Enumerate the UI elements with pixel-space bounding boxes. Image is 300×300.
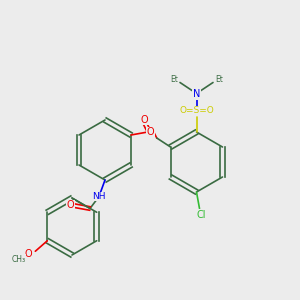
- Text: Cl: Cl: [196, 209, 206, 220]
- Text: O: O: [24, 249, 32, 259]
- Text: O: O: [141, 115, 148, 125]
- Text: N: N: [193, 89, 200, 100]
- Text: NH: NH: [92, 192, 106, 201]
- Text: Et: Et: [170, 75, 178, 84]
- Text: O: O: [147, 127, 154, 137]
- Text: O: O: [67, 200, 74, 211]
- Text: O=S=O: O=S=O: [179, 106, 214, 116]
- Text: Et: Et: [215, 75, 223, 84]
- Text: CH₃: CH₃: [12, 255, 26, 264]
